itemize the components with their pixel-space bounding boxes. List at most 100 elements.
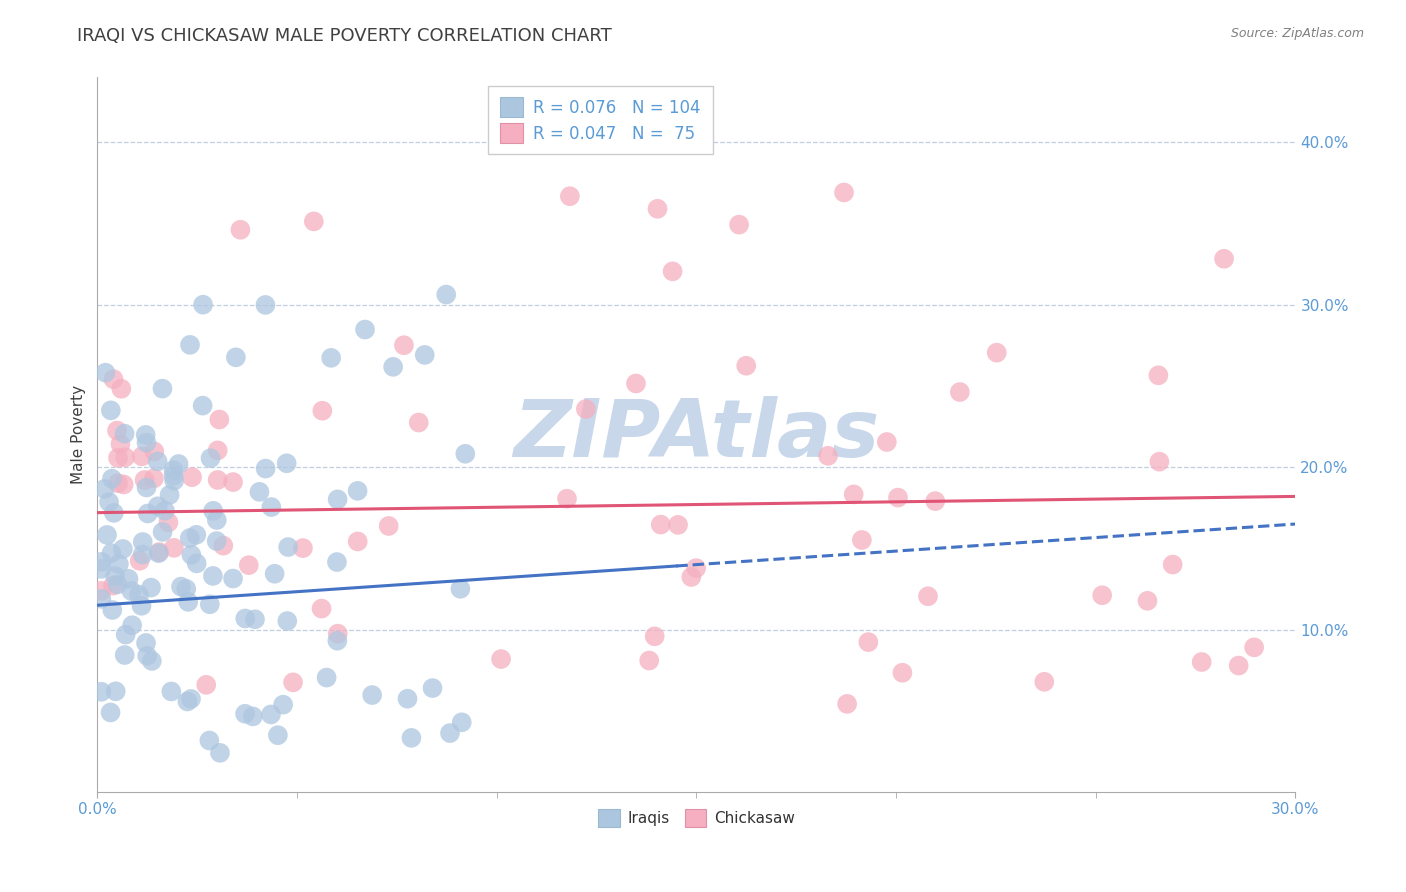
Point [401, 731, 423, 745]
Point [157, 516, 180, 530]
Point [135, 435, 157, 450]
Point [198, 733, 221, 747]
Point [887, 491, 910, 505]
Point [222, 475, 245, 489]
Point [159, 488, 181, 502]
Point [661, 264, 683, 278]
Point [181, 470, 204, 484]
Point [179, 338, 201, 352]
Point [422, 681, 444, 695]
Point [326, 492, 349, 507]
Point [242, 709, 264, 723]
Point [260, 707, 283, 722]
Point [180, 548, 202, 562]
Point [141, 654, 163, 668]
Text: IRAQI VS CHICKASAW MALE POVERTY CORRELATION CHART: IRAQI VS CHICKASAW MALE POVERTY CORRELAT… [77, 27, 612, 45]
Point [177, 595, 200, 609]
Point [225, 351, 247, 365]
Point [986, 345, 1008, 359]
Point [131, 548, 153, 562]
Point [382, 359, 405, 374]
Point [233, 611, 256, 625]
Point [858, 635, 880, 649]
Point [685, 561, 707, 575]
Point [396, 691, 419, 706]
Point [555, 491, 578, 506]
Point [201, 569, 224, 583]
Point [207, 443, 229, 458]
Point [195, 678, 218, 692]
Point [90, 591, 112, 606]
Point [949, 385, 972, 400]
Point [114, 450, 136, 465]
Point [326, 633, 349, 648]
Point [326, 555, 349, 569]
Point [117, 572, 139, 586]
Point [315, 671, 337, 685]
Point [233, 706, 256, 721]
Point [160, 684, 183, 698]
Point [143, 444, 166, 458]
Point [186, 557, 208, 571]
Point [104, 684, 127, 698]
Point [1033, 674, 1056, 689]
Point [163, 541, 186, 555]
Point [198, 597, 221, 611]
Point [101, 603, 124, 617]
Point [291, 541, 314, 555]
Point [434, 287, 457, 301]
Point [111, 541, 134, 556]
Point [90, 562, 112, 576]
Point [179, 531, 201, 545]
Point [650, 517, 672, 532]
Point [735, 359, 758, 373]
Point [202, 504, 225, 518]
Point [575, 402, 598, 417]
Point [408, 416, 430, 430]
Point [229, 223, 252, 237]
Point [191, 298, 214, 312]
Legend: Iraqis, Chickasaw: Iraqis, Chickasaw [591, 801, 803, 834]
Point [354, 322, 377, 336]
Point [450, 715, 472, 730]
Point [1243, 640, 1265, 655]
Point [128, 588, 150, 602]
Point [254, 298, 277, 312]
Point [135, 636, 157, 650]
Point [107, 476, 129, 491]
Point [108, 557, 131, 571]
Point [302, 214, 325, 228]
Point [114, 426, 136, 441]
Point [377, 519, 399, 533]
Point [153, 504, 176, 518]
Point [222, 572, 245, 586]
Point [90, 583, 112, 598]
Point [135, 481, 157, 495]
Point [851, 533, 873, 547]
Point [271, 698, 294, 712]
Point [200, 451, 222, 466]
Point [131, 599, 153, 613]
Point [1227, 658, 1250, 673]
Point [346, 483, 368, 498]
Point [326, 626, 349, 640]
Point [135, 428, 157, 442]
Point [136, 648, 159, 663]
Point [103, 506, 125, 520]
Point [361, 688, 384, 702]
Point [90, 555, 112, 569]
Point [891, 665, 914, 680]
Point [105, 424, 128, 438]
Point [110, 382, 132, 396]
Point [176, 694, 198, 708]
Point [107, 450, 129, 465]
Point [114, 627, 136, 641]
Point [249, 484, 271, 499]
Point [96, 528, 118, 542]
Point [924, 494, 946, 508]
Point [1191, 655, 1213, 669]
Point [624, 376, 647, 391]
Point [449, 582, 471, 596]
Point [121, 618, 143, 632]
Point [90, 685, 112, 699]
